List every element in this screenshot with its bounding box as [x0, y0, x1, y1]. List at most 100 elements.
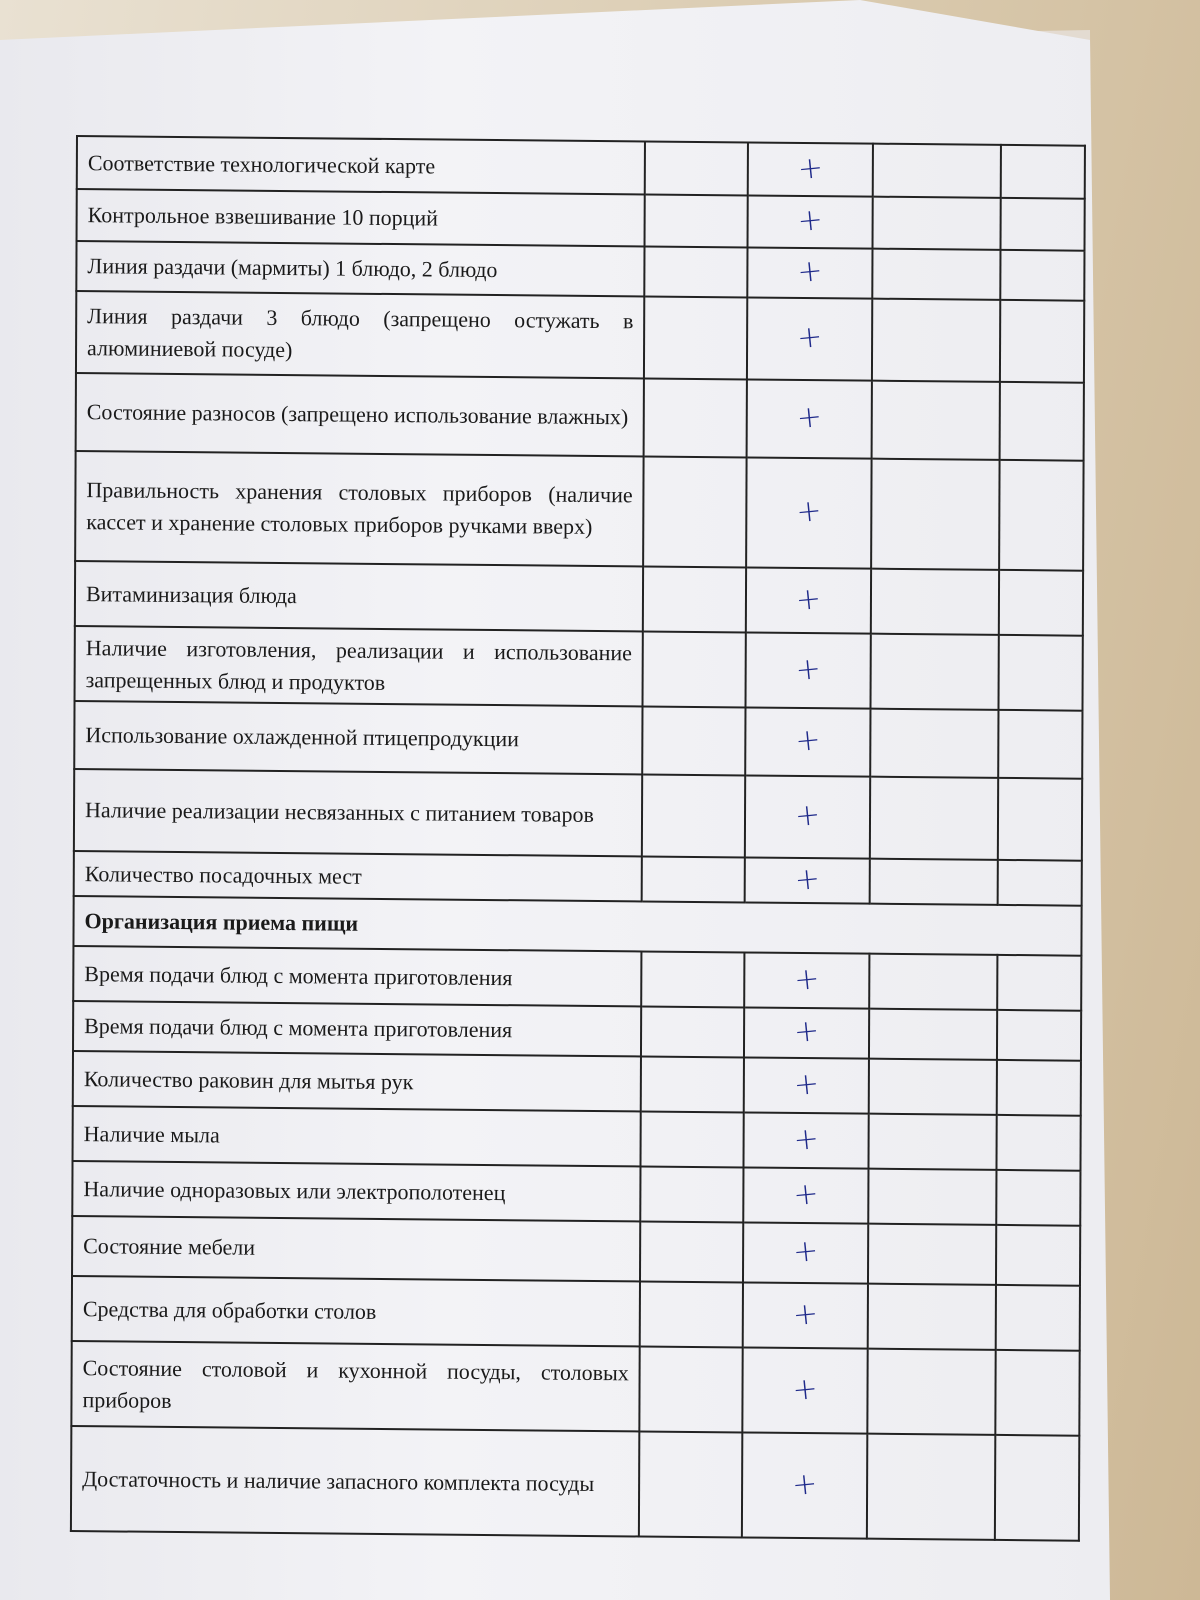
empty-cell	[996, 954, 1082, 1011]
criterion-text: Контрольное взвешивание 10 порций	[76, 189, 645, 247]
handwritten-plus-mark: +	[795, 318, 824, 357]
table-row: Количество раковин для мытья рук +	[72, 1051, 1081, 1116]
handwritten-plus-mark: +	[792, 960, 822, 998]
empty-cell	[640, 1056, 744, 1113]
empty-cell	[642, 706, 746, 776]
empty-cell	[643, 566, 747, 633]
handwritten-plus-mark: +	[793, 796, 822, 835]
criterion-text: Наличие мыла	[72, 1106, 641, 1167]
empty-cell	[868, 1113, 997, 1170]
criterion-text: Количество раковин для мытья рук	[72, 1051, 642, 1112]
criterion-text: Витаминизация блюда	[74, 561, 644, 632]
empty-cell	[641, 1006, 745, 1058]
empty-cell	[866, 1433, 995, 1540]
empty-cell	[639, 1346, 743, 1433]
empty-cell	[998, 459, 1084, 571]
paper-sheet	[0, 0, 1110, 1600]
mark-cell: +	[744, 952, 870, 1009]
handwritten-plus-mark: +	[795, 201, 825, 240]
empty-cell	[867, 1223, 996, 1285]
table-row: Наличие реализации несвязанных с питание…	[73, 769, 1083, 861]
table-row: Правильность хранения столовых приборов …	[75, 451, 1084, 571]
criterion-text: Средства для обработки столов	[71, 1276, 641, 1347]
table-row: Контрольное взвешивание 10 порций +	[76, 189, 1085, 251]
empty-cell	[999, 299, 1085, 383]
empty-cell	[869, 776, 998, 860]
mark-cell: +	[747, 247, 873, 299]
empty-cell	[868, 1058, 997, 1115]
empty-cell	[994, 1349, 1080, 1436]
handwritten-plus-mark: +	[792, 1065, 821, 1103]
empty-cell	[995, 1169, 1081, 1226]
table-row: Достаточность и наличие запасного компле…	[70, 1426, 1080, 1541]
empty-cell	[872, 143, 1001, 198]
mark-cell: +	[742, 1347, 868, 1434]
criterion-text: Время подачи блюд с момента приготовлени…	[73, 946, 642, 1007]
empty-cell	[643, 378, 747, 458]
mark-cell: +	[746, 457, 872, 569]
criterion-text: Состояние мебели	[72, 1216, 641, 1282]
empty-cell	[641, 856, 745, 903]
empty-cell	[999, 249, 1085, 301]
handwritten-plus-mark: +	[793, 721, 823, 760]
empty-cell	[644, 194, 748, 248]
empty-cell	[639, 1431, 743, 1538]
empty-cell	[998, 569, 1084, 636]
mark-cell: +	[745, 632, 871, 709]
empty-cell	[997, 777, 1083, 861]
empty-cell	[997, 709, 1083, 779]
handwritten-plus-mark: +	[792, 1012, 821, 1051]
table-row: Наличие мыла +	[72, 1106, 1081, 1171]
handwritten-plus-mark: +	[794, 492, 824, 531]
empty-cell	[872, 196, 1001, 250]
empty-cell	[641, 951, 745, 1008]
mark-cell: +	[745, 567, 872, 634]
empty-cell	[870, 568, 999, 635]
empty-cell	[868, 1008, 997, 1060]
mark-cell: +	[743, 1167, 869, 1224]
handwritten-plus-mark: +	[794, 398, 824, 437]
empty-cell	[867, 1348, 996, 1435]
empty-cell	[995, 1284, 1080, 1351]
empty-cell	[871, 380, 1000, 460]
table-row: Соответствие технологической карте +	[76, 136, 1085, 199]
empty-cell	[642, 631, 746, 708]
mark-cell: +	[743, 1057, 869, 1114]
empty-cell	[642, 774, 746, 858]
criterion-text: Линия раздачи (мармиты) 1 блюдо, 2 блюдо	[76, 241, 645, 297]
mark-cell: +	[741, 1432, 868, 1539]
handwritten-plus-mark: +	[791, 1295, 820, 1333]
criterion-text: Время подачи блюд с момента приготовлени…	[73, 1001, 642, 1057]
criterion-text: Наличие реализации несвязанных с питание…	[73, 769, 643, 857]
mark-cell: +	[743, 1007, 870, 1059]
mark-cell: +	[743, 1112, 869, 1169]
handwritten-plus-mark: +	[796, 149, 825, 187]
table-row: Состояние разносов (запрещено использова…	[75, 373, 1084, 461]
empty-cell	[639, 1281, 743, 1348]
criterion-text: Состояние разносов (запрещено использова…	[75, 373, 645, 457]
mark-cell: +	[745, 707, 871, 777]
empty-cell	[640, 1221, 744, 1283]
empty-cell	[869, 953, 997, 1010]
criterion-text: Использование охлажденной птицепродукции	[74, 701, 643, 775]
mark-cell: +	[742, 1222, 869, 1284]
mark-cell: +	[744, 857, 870, 904]
empty-cell	[996, 1059, 1081, 1116]
handwritten-plus-mark: +	[792, 860, 822, 898]
empty-cell	[871, 298, 1000, 382]
empty-cell	[867, 1283, 996, 1350]
criterion-text: Количество посадочных мест	[73, 851, 643, 902]
checklist-table: Соответствие технологической карте + Кон…	[70, 135, 1086, 1542]
table-row: Витаминизация блюда +	[74, 561, 1084, 636]
empty-cell	[997, 859, 1082, 906]
mark-cell: +	[747, 195, 873, 249]
table-row: Наличие одноразовых или электрополотенец…	[72, 1161, 1081, 1226]
empty-cell	[870, 708, 999, 778]
criterion-text: Соответствие технологической карте	[76, 136, 646, 195]
empty-cell	[995, 1224, 1081, 1286]
empty-cell	[643, 456, 747, 568]
empty-cell	[644, 246, 748, 298]
table-row: Состояние мебели +	[72, 1216, 1081, 1286]
criterion-text: Наличие одноразовых или электрополотенец	[72, 1161, 641, 1222]
table-row: Наличие изготовления, реализации и испол…	[74, 626, 1083, 711]
